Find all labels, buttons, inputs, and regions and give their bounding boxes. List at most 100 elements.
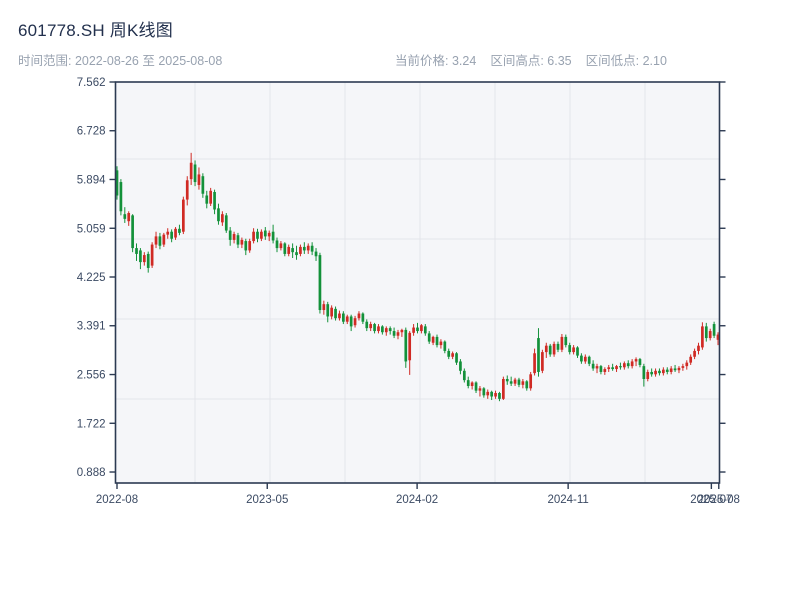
candle-body — [384, 328, 388, 333]
candle-body — [486, 391, 490, 396]
range-high-label: 区间高点: — [490, 54, 544, 68]
candle-body — [178, 228, 181, 233]
candle-body — [677, 367, 681, 371]
candle-body — [681, 366, 685, 368]
candle-body — [462, 370, 466, 381]
candle-body — [377, 326, 380, 332]
candle-body — [502, 378, 505, 399]
candle-body — [716, 334, 720, 340]
page-title: 601778.SH 周K线图 — [18, 21, 173, 40]
candle-body — [658, 370, 661, 374]
candle-body — [361, 313, 365, 322]
candle-body — [213, 191, 216, 210]
candle-body — [299, 246, 302, 254]
candle-body — [240, 239, 244, 245]
x-tick-label: 2025-08 — [698, 494, 740, 506]
candle-body — [279, 243, 283, 249]
candle-body — [170, 231, 173, 239]
candle-body — [396, 332, 400, 336]
candle-body — [365, 321, 369, 329]
candle-body — [482, 388, 486, 396]
candle-body — [576, 347, 579, 356]
candle-body — [232, 234, 236, 240]
candle-body — [420, 325, 423, 332]
candle-body — [544, 345, 548, 353]
candle-body — [435, 336, 439, 346]
candle-body — [712, 324, 716, 336]
date-range-label: 时间范围: 2022-08-26 至 2025-08-08 — [18, 54, 223, 68]
candle-body — [146, 253, 150, 268]
candle-body — [271, 231, 275, 241]
candle-body — [642, 366, 646, 379]
candle-body — [275, 240, 279, 249]
candle-body — [478, 388, 482, 391]
candle-body — [443, 341, 447, 351]
candle-body — [342, 313, 345, 322]
candle-body — [306, 245, 310, 251]
candle-body — [599, 366, 603, 372]
candle-body — [291, 248, 294, 253]
candle-body — [580, 355, 583, 362]
current-price-value: 3.24 — [451, 54, 477, 68]
current-price-label: 当前价格: — [395, 54, 449, 68]
y-tick-label: 2.556 — [77, 370, 106, 382]
candle-body — [693, 350, 696, 357]
y-tick-label: 6.728 — [77, 126, 106, 138]
candle-body — [221, 214, 224, 223]
candle-body — [201, 176, 205, 194]
candle-body — [494, 393, 497, 397]
candle-body — [704, 326, 708, 339]
candle-body — [236, 235, 240, 245]
candle-body — [392, 331, 396, 336]
candle-body — [541, 352, 544, 371]
candle-body — [400, 329, 404, 333]
candle-body — [607, 367, 611, 370]
candle-body — [345, 316, 349, 322]
candle-body — [174, 228, 177, 238]
candle-body — [513, 379, 517, 384]
candle-body — [224, 215, 228, 231]
candle-body — [256, 231, 259, 239]
candle-body — [252, 231, 255, 242]
x-tick-label: 2025-07 — [690, 494, 732, 506]
candle-body — [373, 324, 376, 332]
candle-body — [556, 343, 560, 350]
candle-body — [248, 241, 252, 251]
candle-body — [334, 308, 337, 319]
candle-body — [451, 353, 454, 357]
candle-body — [244, 241, 248, 251]
candle-body — [158, 236, 162, 246]
candle-body — [302, 246, 306, 251]
candle-body — [509, 381, 513, 384]
y-tick-label: 1.722 — [77, 418, 106, 430]
candle-body — [587, 356, 591, 364]
range-low-label: 区间低点: — [585, 54, 640, 68]
candle-body — [310, 245, 314, 252]
candle-body — [388, 328, 392, 332]
candle-body — [314, 251, 318, 257]
candle-body — [615, 366, 618, 370]
candle-body — [622, 363, 626, 368]
candle-body — [154, 236, 158, 245]
candle-body — [123, 214, 127, 219]
candle-body — [490, 391, 493, 397]
candle-body — [560, 336, 564, 350]
candle-body — [228, 230, 232, 240]
candle-body — [474, 382, 478, 391]
range-low-value: 2.10 — [642, 54, 667, 68]
current-price-stat: 当前价格: 3.24 — [395, 54, 476, 68]
candle-body — [564, 336, 568, 346]
candle-body — [162, 234, 166, 245]
candle-body — [583, 356, 587, 362]
y-tick-label: 5.059 — [77, 223, 106, 235]
candle-body — [533, 353, 536, 374]
y-tick-label: 4.225 — [77, 272, 106, 284]
candle-body — [412, 327, 415, 333]
candle-body — [669, 368, 673, 372]
candle-body — [326, 304, 330, 317]
candle-body — [568, 345, 572, 353]
x-tick-label: 2024-11 — [547, 494, 588, 506]
candle-body — [701, 326, 704, 348]
candle-body — [283, 243, 287, 254]
candle-body — [646, 371, 650, 379]
